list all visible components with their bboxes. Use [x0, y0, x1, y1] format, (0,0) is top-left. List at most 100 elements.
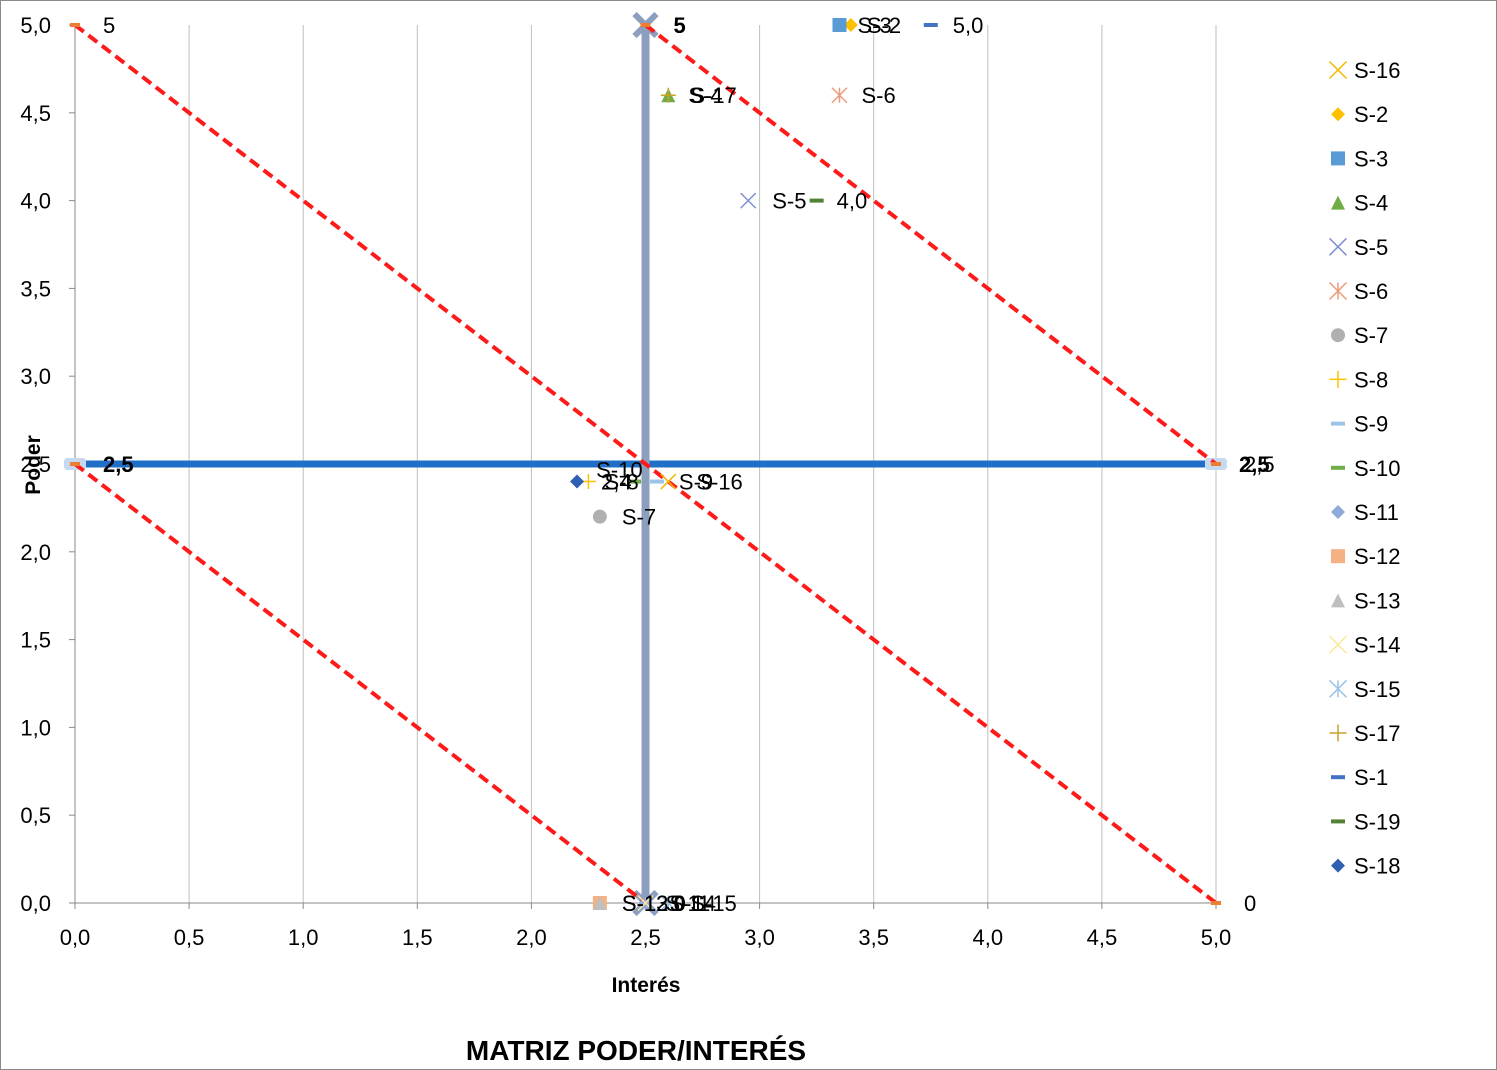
marker-square: [1331, 151, 1345, 166]
legend-item: S-5: [1328, 235, 1388, 260]
y-tick-label: 3,5: [20, 276, 51, 301]
reference-endpoint: [1211, 462, 1221, 466]
x-tick-label: 0,0: [60, 925, 91, 950]
legend-item: S-3: [1331, 146, 1388, 171]
marker-diamond: [1331, 858, 1345, 873]
legend: S-16 S-2 S-3 S-4 S-5 S-6 S-7 S-8 S-9 S-10 S-11 S-12…: [1328, 58, 1400, 879]
legend-label: S-18: [1354, 854, 1400, 879]
y-tick-label: 0,5: [20, 803, 51, 828]
legend-item: S-11: [1331, 500, 1399, 525]
reference-label: 0: [674, 891, 686, 916]
x-tick-label: 1,5: [402, 925, 433, 950]
legend-label: S-2: [1354, 102, 1388, 127]
reference-label: 2,5: [103, 452, 134, 477]
marker-x: [1328, 635, 1348, 654]
reference-endpoint: [70, 23, 80, 27]
reference-lines: [64, 11, 1227, 917]
marker-square: [832, 18, 847, 32]
reference-label: 2,5: [1244, 452, 1275, 477]
data-label-s-2: S-2: [867, 13, 901, 38]
reference-label: 5: [103, 13, 115, 38]
marker-plus: [1329, 724, 1347, 742]
data-label-s-13: S-13: [622, 891, 668, 916]
y-tick-label: 2,0: [20, 540, 51, 565]
legend-item: S-2: [1331, 102, 1388, 127]
marker-diamond: [843, 18, 858, 32]
marker-star: [1328, 281, 1348, 301]
legend-item: S-18: [1331, 854, 1400, 879]
x-axis-title: Interés: [612, 974, 681, 997]
x-tick-label: 2,5: [630, 925, 661, 950]
marker-diamond: [570, 474, 585, 489]
data-label-s-10: S-10: [596, 458, 642, 483]
reference-endpoint: [70, 462, 80, 466]
legend-label: S-19: [1354, 809, 1400, 834]
data-label-s-14: S-14: [670, 891, 716, 916]
marker-dash: [649, 479, 664, 484]
reference-endpoint: [640, 23, 651, 27]
reference-line-diagonal-lower: [73, 462, 647, 905]
data-label-s-8: S-8: [604, 470, 638, 495]
marker-dash: [1331, 421, 1345, 426]
data-label-s-15: S-15: [690, 891, 736, 916]
y-tick-label: 4,0: [20, 189, 51, 214]
reference-line-diagonal-top: [73, 23, 1218, 905]
reference-line-diagonal-upper: [644, 23, 1218, 466]
x-tick-label: 2,0: [516, 925, 547, 950]
data-label-s-18: 2,4: [601, 470, 632, 495]
axis-layer: 0,0 0,5 1,0 1,5 2,0 2,5 3,0 3,5 4,0 4,5 5,0 0,0 0,5 1…: [20, 13, 1231, 950]
marker-dash: [923, 23, 938, 27]
marker-plus: [1329, 370, 1347, 388]
chart-title: MATRIZ PODER/INTERÉS: [466, 1035, 806, 1066]
marker-star: [831, 87, 848, 104]
marker-x: [637, 894, 654, 912]
marker-x: [1328, 60, 1348, 80]
data-points: [570, 18, 938, 912]
y-tick-label: 5,0: [20, 13, 51, 38]
legend-label: S-3: [1354, 146, 1388, 171]
y-tick-label: 2,5: [20, 452, 51, 477]
marker-square: [1331, 549, 1345, 564]
legend-label: S-9: [1354, 412, 1388, 437]
x-tick-label: 3,5: [858, 925, 889, 950]
y-tick-label: 0,0: [20, 891, 51, 916]
legend-label: S-14: [1354, 633, 1400, 658]
data-label-s-11: S-11: [666, 891, 711, 916]
legend-label: S-5: [1354, 235, 1388, 260]
y-tick-label: 3,0: [20, 364, 51, 389]
data-label-s-3: S-3: [857, 13, 891, 38]
reference-label: 0: [674, 891, 686, 916]
legend-item: S-7: [1331, 323, 1388, 348]
data-label-s-16: S-16: [696, 470, 742, 495]
legend-item: S-14: [1328, 633, 1400, 658]
reference-label: 2,5: [1239, 452, 1270, 477]
legend-item: S-16: [1328, 58, 1400, 83]
reference-label: 2,5: [103, 452, 134, 477]
legend-item: S-13: [1331, 588, 1400, 613]
data-label-s-4: S-4: [688, 83, 722, 108]
data-labels: 2,5 2,5055052,52,50S-16S-2S-3S-4S-5S-6S-7…: [103, 13, 1275, 916]
data-label-s-5: S-5: [772, 189, 806, 214]
marker-dash: [1331, 819, 1345, 824]
legend-label: S-12: [1354, 544, 1400, 569]
legend-item: S-15: [1328, 677, 1400, 702]
marker-dash: [1331, 465, 1345, 470]
legend-item: S-4: [1331, 191, 1388, 216]
marker-dash: [627, 479, 642, 484]
legend-item: S-6: [1328, 279, 1388, 304]
marker-diamond: [1331, 107, 1345, 122]
x-tick-label: 1,0: [288, 925, 319, 950]
y-tick-label: 4,5: [20, 101, 51, 126]
legend-item: S-17: [1329, 721, 1400, 746]
data-label-s-7: S-7: [622, 505, 656, 530]
marker-triangle: [592, 896, 607, 910]
data-label-s-12: S-12: [622, 891, 668, 916]
marker-circle: [592, 509, 607, 524]
legend-item: S-19: [1331, 809, 1400, 834]
legend-label: S-8: [1354, 367, 1388, 392]
marker-triangle: [1331, 593, 1345, 608]
marker-x: [1328, 237, 1348, 256]
legend-label: S-11: [1354, 500, 1399, 525]
x-tick-label: 4,0: [973, 925, 1004, 950]
